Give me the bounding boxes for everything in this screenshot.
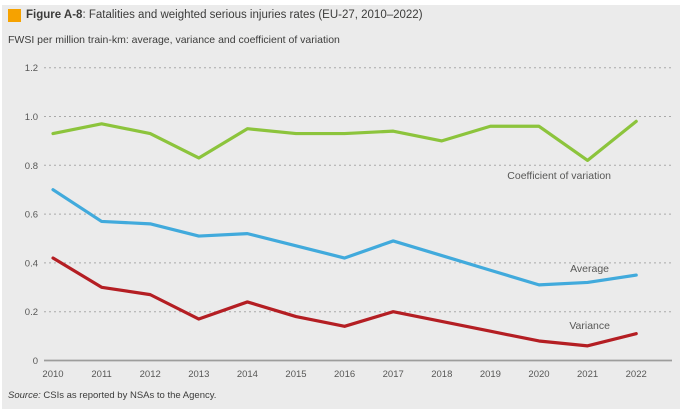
x-tick-label: 2020 bbox=[528, 369, 549, 380]
figure-title-text: : Fatalities and weighted serious injuri… bbox=[82, 9, 423, 21]
average-line bbox=[51, 188, 638, 287]
series-label-variance: Variance bbox=[569, 320, 610, 332]
figure-bullet-square bbox=[8, 9, 21, 22]
x-tick-label: 2010 bbox=[42, 369, 63, 380]
x-tick-label: 2019 bbox=[480, 369, 501, 380]
x-tick-label: 2021 bbox=[577, 369, 598, 380]
figure-subtitle: FWSI per million train-km: average, vari… bbox=[8, 34, 340, 46]
figure-label: Figure A-8 bbox=[26, 9, 83, 21]
y-tick-label: 1.2 bbox=[25, 63, 38, 74]
variance-line bbox=[51, 256, 638, 348]
x-tick-label: 2017 bbox=[383, 369, 404, 380]
x-tick-label: 2013 bbox=[188, 369, 209, 380]
x-tick-label: 2018 bbox=[431, 369, 452, 380]
y-tick-label: 0.2 bbox=[25, 307, 38, 318]
y-tick-label: 1.0 bbox=[25, 112, 38, 123]
y-tick-label: 0.8 bbox=[25, 161, 38, 172]
figure-title: Figure A-8: Fatalities and weighted seri… bbox=[26, 9, 423, 21]
y-tick-label: 0.4 bbox=[25, 258, 38, 269]
x-tick-label: 2016 bbox=[334, 369, 355, 380]
x-tick-label: 2014 bbox=[237, 369, 258, 380]
series-label-average: Average bbox=[570, 263, 609, 275]
y-tick-label: 0.6 bbox=[25, 210, 38, 221]
y-tick-label: 0 bbox=[33, 356, 38, 367]
coefficient-of-variation-line bbox=[51, 119, 638, 163]
x-tick-label: 2011 bbox=[91, 369, 111, 380]
x-tick-label: 2012 bbox=[140, 369, 161, 380]
x-tick-label: 2022 bbox=[626, 369, 647, 380]
source-text: CSIs as reported by NSAs to the Agency. bbox=[40, 390, 217, 401]
series-label-coefficient-of-variation: Coefficient of variation bbox=[507, 170, 611, 182]
source-prefix: Source: bbox=[8, 390, 41, 401]
x-tick-label: 2015 bbox=[285, 369, 306, 380]
source-note: Source: CSIs as reported by NSAs to the … bbox=[8, 390, 216, 401]
chart-background bbox=[2, 5, 680, 409]
